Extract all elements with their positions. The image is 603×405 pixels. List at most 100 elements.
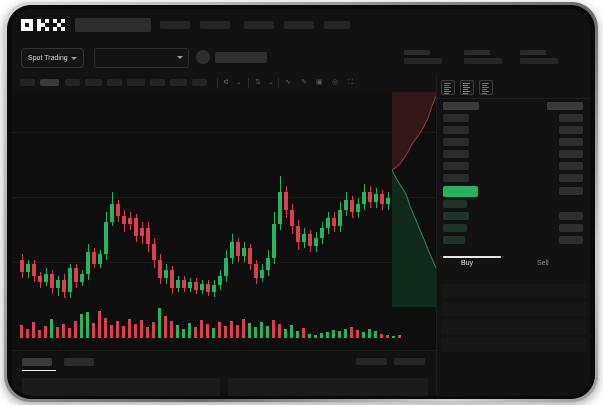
gridline-0 xyxy=(12,132,436,133)
nav-item-1[interactable] xyxy=(200,21,230,29)
candle-body-38 xyxy=(248,248,252,264)
timeframe-chip-2[interactable] xyxy=(65,79,80,86)
orders-tab-0[interactable] xyxy=(22,358,52,366)
candle-body-54 xyxy=(344,200,348,210)
volume-bar-10 xyxy=(80,314,83,338)
market-sub-header: Spot Trading xyxy=(12,42,590,74)
orderbook-bids-icon[interactable] xyxy=(460,80,474,95)
candle-body-28 xyxy=(188,282,192,288)
orderbook-bid-row-3[interactable] xyxy=(443,236,465,244)
chevron-down-icon[interactable]: ⌄ xyxy=(236,79,242,86)
timeframe-chip-5[interactable] xyxy=(127,79,145,86)
orderbook-ask-size-2 xyxy=(559,138,583,146)
timeframe-chip-1[interactable] xyxy=(40,79,59,86)
order-form-field-2[interactable] xyxy=(441,320,587,334)
candle-body-39 xyxy=(254,264,258,278)
order-form-field-0[interactable] xyxy=(441,284,587,298)
volume-bar-58 xyxy=(368,329,371,338)
volume-bar-17 xyxy=(122,326,125,338)
orderbook-ask-row-3[interactable] xyxy=(443,150,469,158)
volume-bar-43 xyxy=(278,324,281,338)
volume-bar-15 xyxy=(110,325,113,338)
line-chart-icon[interactable]: ∿ xyxy=(285,79,291,86)
global-search-input[interactable] xyxy=(75,18,151,32)
nav-item-3[interactable] xyxy=(284,21,314,29)
tab-buy[interactable]: Buy xyxy=(461,260,474,267)
volume-bar-62 xyxy=(392,336,395,338)
trading-pair-select[interactable] xyxy=(94,48,189,68)
indicator-icon[interactable]: ⑆ xyxy=(224,79,229,86)
candle-body-8 xyxy=(68,268,72,292)
orderbook-ask-row-1[interactable] xyxy=(443,126,469,134)
orderbook-bid-size-2 xyxy=(559,224,583,232)
market-stat-value-2 xyxy=(520,58,558,64)
orderbook-ask-row-2[interactable] xyxy=(443,138,469,146)
order-form-field-1[interactable] xyxy=(441,302,587,316)
pencil-icon[interactable]: ✎ xyxy=(301,79,307,86)
orders-action-0[interactable] xyxy=(356,358,387,365)
timeframe-chip-7[interactable] xyxy=(170,79,187,86)
orders-tab-1[interactable] xyxy=(64,358,94,366)
volume-bar-45 xyxy=(290,325,293,338)
nav-item-4[interactable] xyxy=(324,21,350,29)
volume-bar-6 xyxy=(56,327,59,338)
orderbook-ask-size-4 xyxy=(559,162,583,170)
volume-bar-34 xyxy=(224,326,227,338)
candle-body-55 xyxy=(350,200,354,212)
timeframe-chip-8[interactable] xyxy=(192,79,207,86)
orders-action-1[interactable] xyxy=(394,358,425,365)
candle-body-29 xyxy=(194,282,198,290)
orderbook-ask-size-5 xyxy=(559,174,583,182)
fullscreen-icon[interactable]: ⛶ xyxy=(348,79,353,86)
avatar[interactable] xyxy=(196,50,210,64)
candle-body-27 xyxy=(182,280,186,288)
candle-body-47 xyxy=(302,234,306,242)
price-chart[interactable] xyxy=(12,92,436,350)
toolbar-divider xyxy=(278,78,279,88)
candle-body-43 xyxy=(278,192,282,224)
candle-body-50 xyxy=(320,228,324,238)
timeframe-chip-6[interactable] xyxy=(150,79,165,86)
okx-logo[interactable] xyxy=(21,19,65,32)
volume-bar-44 xyxy=(284,329,287,338)
orders-content-block-1 xyxy=(228,378,428,396)
camera-icon[interactable]: ▣ xyxy=(316,79,323,86)
volume-bar-28 xyxy=(188,323,191,338)
nav-item-2[interactable] xyxy=(244,21,274,29)
volume-bar-54 xyxy=(344,329,347,338)
market-stat-label-2 xyxy=(520,50,546,55)
orderbook-ask-size-3 xyxy=(559,150,583,158)
nav-item-0[interactable] xyxy=(160,21,190,29)
orderbook-ask-row-0[interactable] xyxy=(443,114,469,122)
depth-chart-overlay xyxy=(392,92,436,307)
candle-body-42 xyxy=(272,224,276,258)
timeframe-chip-0[interactable] xyxy=(20,79,35,86)
compare-icon[interactable]: ⇅ xyxy=(255,79,261,86)
orderbook-bid-row-1[interactable] xyxy=(443,212,469,220)
settings-icon[interactable]: ◎ xyxy=(332,79,339,86)
chevron-down-icon xyxy=(177,56,183,59)
tab-sell[interactable]: Sell xyxy=(537,260,549,267)
candle-body-12 xyxy=(92,252,96,264)
candle-body-30 xyxy=(200,284,204,290)
orderbook-both-icon[interactable] xyxy=(441,80,455,95)
timeframe-chip-4[interactable] xyxy=(107,79,122,86)
orderbook-bid-row-0[interactable] xyxy=(443,200,467,208)
market-type-selector[interactable]: Spot Trading xyxy=(21,48,84,68)
candle-body-9 xyxy=(74,268,78,282)
timeframe-chip-3[interactable] xyxy=(85,79,102,86)
market-stat-label-1 xyxy=(464,50,490,55)
volume-bar-23 xyxy=(158,308,161,338)
orderbook-ask-row-4[interactable] xyxy=(443,162,469,170)
orderbook-bid-row-2[interactable] xyxy=(443,224,467,232)
order-form-field-3[interactable] xyxy=(441,338,587,352)
candle-body-19 xyxy=(134,218,138,236)
orderbook-asks-icon[interactable] xyxy=(479,80,493,95)
orderbook-bid-size-1 xyxy=(559,212,583,220)
orders-content-block-0 xyxy=(22,378,220,396)
orderbook-ask-row-5[interactable] xyxy=(443,174,469,182)
chevron-down-icon[interactable]: ⌄ xyxy=(268,79,274,86)
orderbook-ask-size-1 xyxy=(559,126,583,134)
orderbook-header-right xyxy=(547,102,583,110)
volume-bar-25 xyxy=(170,321,173,338)
